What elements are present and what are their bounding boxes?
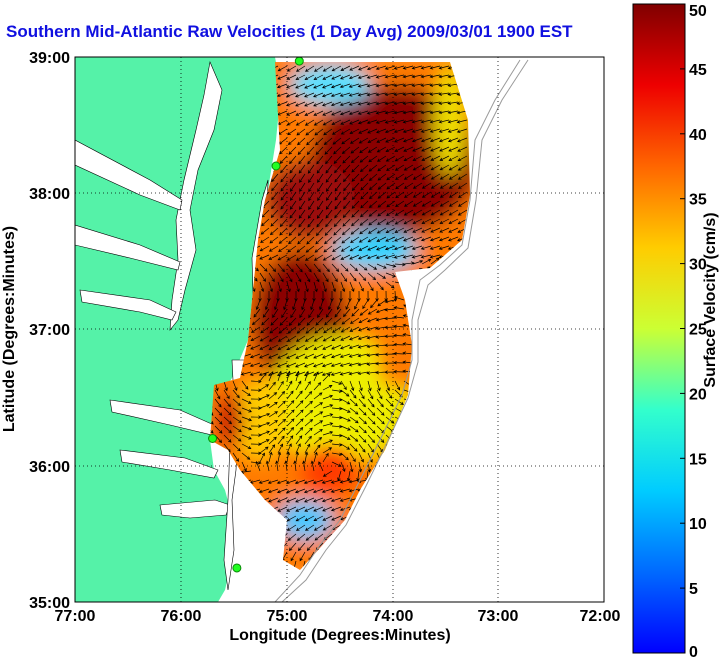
colorbar-tick-labels: 0 5 10 15 20 25 30 35 40 45 50 xyxy=(680,3,707,659)
colorbar-tick-label: 40 xyxy=(689,127,707,144)
y-tick-label: 35:00 xyxy=(29,595,70,612)
x-tick-label: 75:00 xyxy=(267,608,308,625)
colorbar-tick-label: 5 xyxy=(689,581,698,598)
colorbar-label: Surface Velocity (cm/s) xyxy=(702,212,719,387)
colorbar-tick-label: 15 xyxy=(689,451,707,468)
chart-title: Southern Mid-Atlantic Raw Velocities (1 … xyxy=(6,22,573,41)
colorbar-tick-label: 20 xyxy=(689,386,707,403)
colorbar-tick-label: 0 xyxy=(689,644,698,659)
hf-radar-stations xyxy=(208,57,304,573)
land-mass xyxy=(75,57,281,602)
station-marker xyxy=(271,161,281,171)
station-marker xyxy=(232,563,242,573)
y-tick-label: 38:00 xyxy=(29,186,70,203)
grid-lines xyxy=(75,57,604,602)
colorbar-tick-label: 35 xyxy=(689,192,707,209)
y-tick-label: 36:00 xyxy=(29,459,70,476)
x-axis-label: Longitude (Degrees:Minutes) xyxy=(229,627,450,644)
map-plot xyxy=(75,57,604,602)
y-axis-label: Latitude (Degrees:Minutes) xyxy=(1,226,18,432)
y-tick-label: 37:00 xyxy=(29,322,70,339)
colorbar-tick-label: 50 xyxy=(689,3,707,20)
title-occlusion xyxy=(596,16,634,48)
y-tick-label: 39:00 xyxy=(29,50,70,67)
colorbar-tick-label: 25 xyxy=(689,322,707,339)
x-tick-labels: 77:00 76:00 75:00 74:00 73:00 72:00 xyxy=(55,608,621,625)
x-tick-label: 74:00 xyxy=(373,608,414,625)
colorbar-tick-label: 30 xyxy=(689,257,707,274)
station-marker xyxy=(208,434,218,443)
plot-frame xyxy=(74,56,605,603)
colorbar-tick-label: 45 xyxy=(689,62,707,79)
colorbar xyxy=(632,3,686,654)
x-tick-label: 77:00 xyxy=(55,608,96,625)
x-tick-label: 72:00 xyxy=(580,608,621,625)
x-tick-label: 73:00 xyxy=(478,608,519,625)
station-marker xyxy=(294,57,304,66)
y-tick-labels: 39:00 38:00 37:00 36:00 35:00 xyxy=(29,50,70,612)
x-tick-label: 76:00 xyxy=(161,608,202,625)
isobaths xyxy=(274,59,529,602)
colorbar-tick-label: 10 xyxy=(689,516,707,533)
